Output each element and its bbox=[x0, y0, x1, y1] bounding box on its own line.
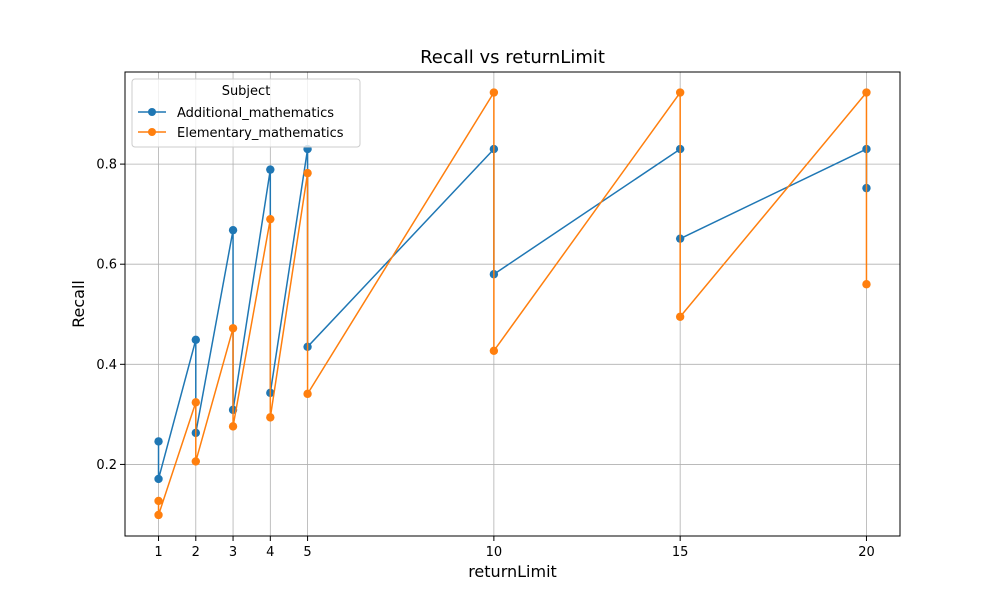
x-tick-label: 5 bbox=[303, 545, 311, 560]
x-tick-label: 20 bbox=[858, 545, 875, 560]
data-point-additional-mathematics bbox=[228, 225, 238, 235]
x-tick-label: 2 bbox=[192, 545, 200, 560]
legend: Subject Additional_mathematics Elementar… bbox=[131, 78, 361, 148]
y-axis-label: Recall bbox=[69, 280, 88, 328]
data-point-elementary-mathematics bbox=[266, 413, 275, 422]
chart-title: Recall vs returnLimit bbox=[420, 47, 605, 68]
data-point-elementary-mathematics bbox=[862, 88, 871, 97]
data-point-elementary-mathematics bbox=[489, 346, 499, 356]
axis-ticks: 1 2 3 4 5 10 15 20 0.2 0.4 0.6 0.8 bbox=[96, 158, 874, 560]
data-point-elementary-mathematics bbox=[862, 280, 871, 289]
x-tick-label: 10 bbox=[486, 545, 503, 560]
data-point-elementary-mathematics bbox=[675, 88, 685, 97]
series-layer bbox=[154, 88, 871, 520]
legend-label-elementary-mathematics: Elementary_mathematics bbox=[177, 126, 344, 141]
x-tick-label: 15 bbox=[672, 545, 689, 560]
plot-frame bbox=[124, 71, 901, 537]
data-point-additional-mathematics bbox=[154, 474, 163, 484]
data-point-elementary-mathematics bbox=[228, 324, 238, 333]
data-point-additional-mathematics bbox=[154, 437, 163, 446]
data-point-elementary-mathematics bbox=[675, 312, 685, 321]
data-point-additional-mathematics bbox=[266, 165, 275, 174]
data-point-additional-mathematics bbox=[191, 335, 200, 344]
x-axis-label: returnLimit bbox=[468, 562, 557, 581]
data-point-elementary-mathematics bbox=[228, 422, 238, 431]
data-point-elementary-mathematics bbox=[303, 389, 312, 399]
legend-box bbox=[131, 78, 361, 148]
data-point-elementary-mathematics bbox=[191, 398, 200, 407]
legend-item-elementary-mathematics: Elementary_mathematics bbox=[138, 126, 344, 141]
x-tick-label: 4 bbox=[266, 545, 274, 560]
legend-marker-additional-mathematics bbox=[148, 108, 156, 116]
data-point-elementary-mathematics bbox=[489, 88, 499, 97]
data-point-elementary-mathematics bbox=[303, 168, 312, 178]
legend-label-additional-mathematics: Additional_mathematics bbox=[177, 106, 334, 121]
y-tick-label: 0.6 bbox=[96, 258, 117, 273]
y-tick-label: 0.8 bbox=[96, 158, 117, 173]
data-point-elementary-mathematics bbox=[266, 214, 275, 224]
legend-marker-elementary-mathematics bbox=[148, 128, 156, 136]
data-point-elementary-mathematics bbox=[154, 496, 163, 506]
x-tick-label: 1 bbox=[154, 545, 162, 560]
series-line-elementary-mathematics bbox=[157, 91, 868, 516]
data-point-elementary-mathematics bbox=[191, 457, 200, 466]
x-tick-label: 3 bbox=[229, 545, 237, 560]
y-tick-label: 0.4 bbox=[96, 358, 117, 373]
y-tick-label: 0.2 bbox=[96, 458, 117, 473]
legend-title: Subject bbox=[222, 84, 271, 99]
data-point-elementary-mathematics bbox=[154, 510, 163, 520]
legend-item-additional-mathematics: Additional_mathematics bbox=[138, 106, 334, 121]
